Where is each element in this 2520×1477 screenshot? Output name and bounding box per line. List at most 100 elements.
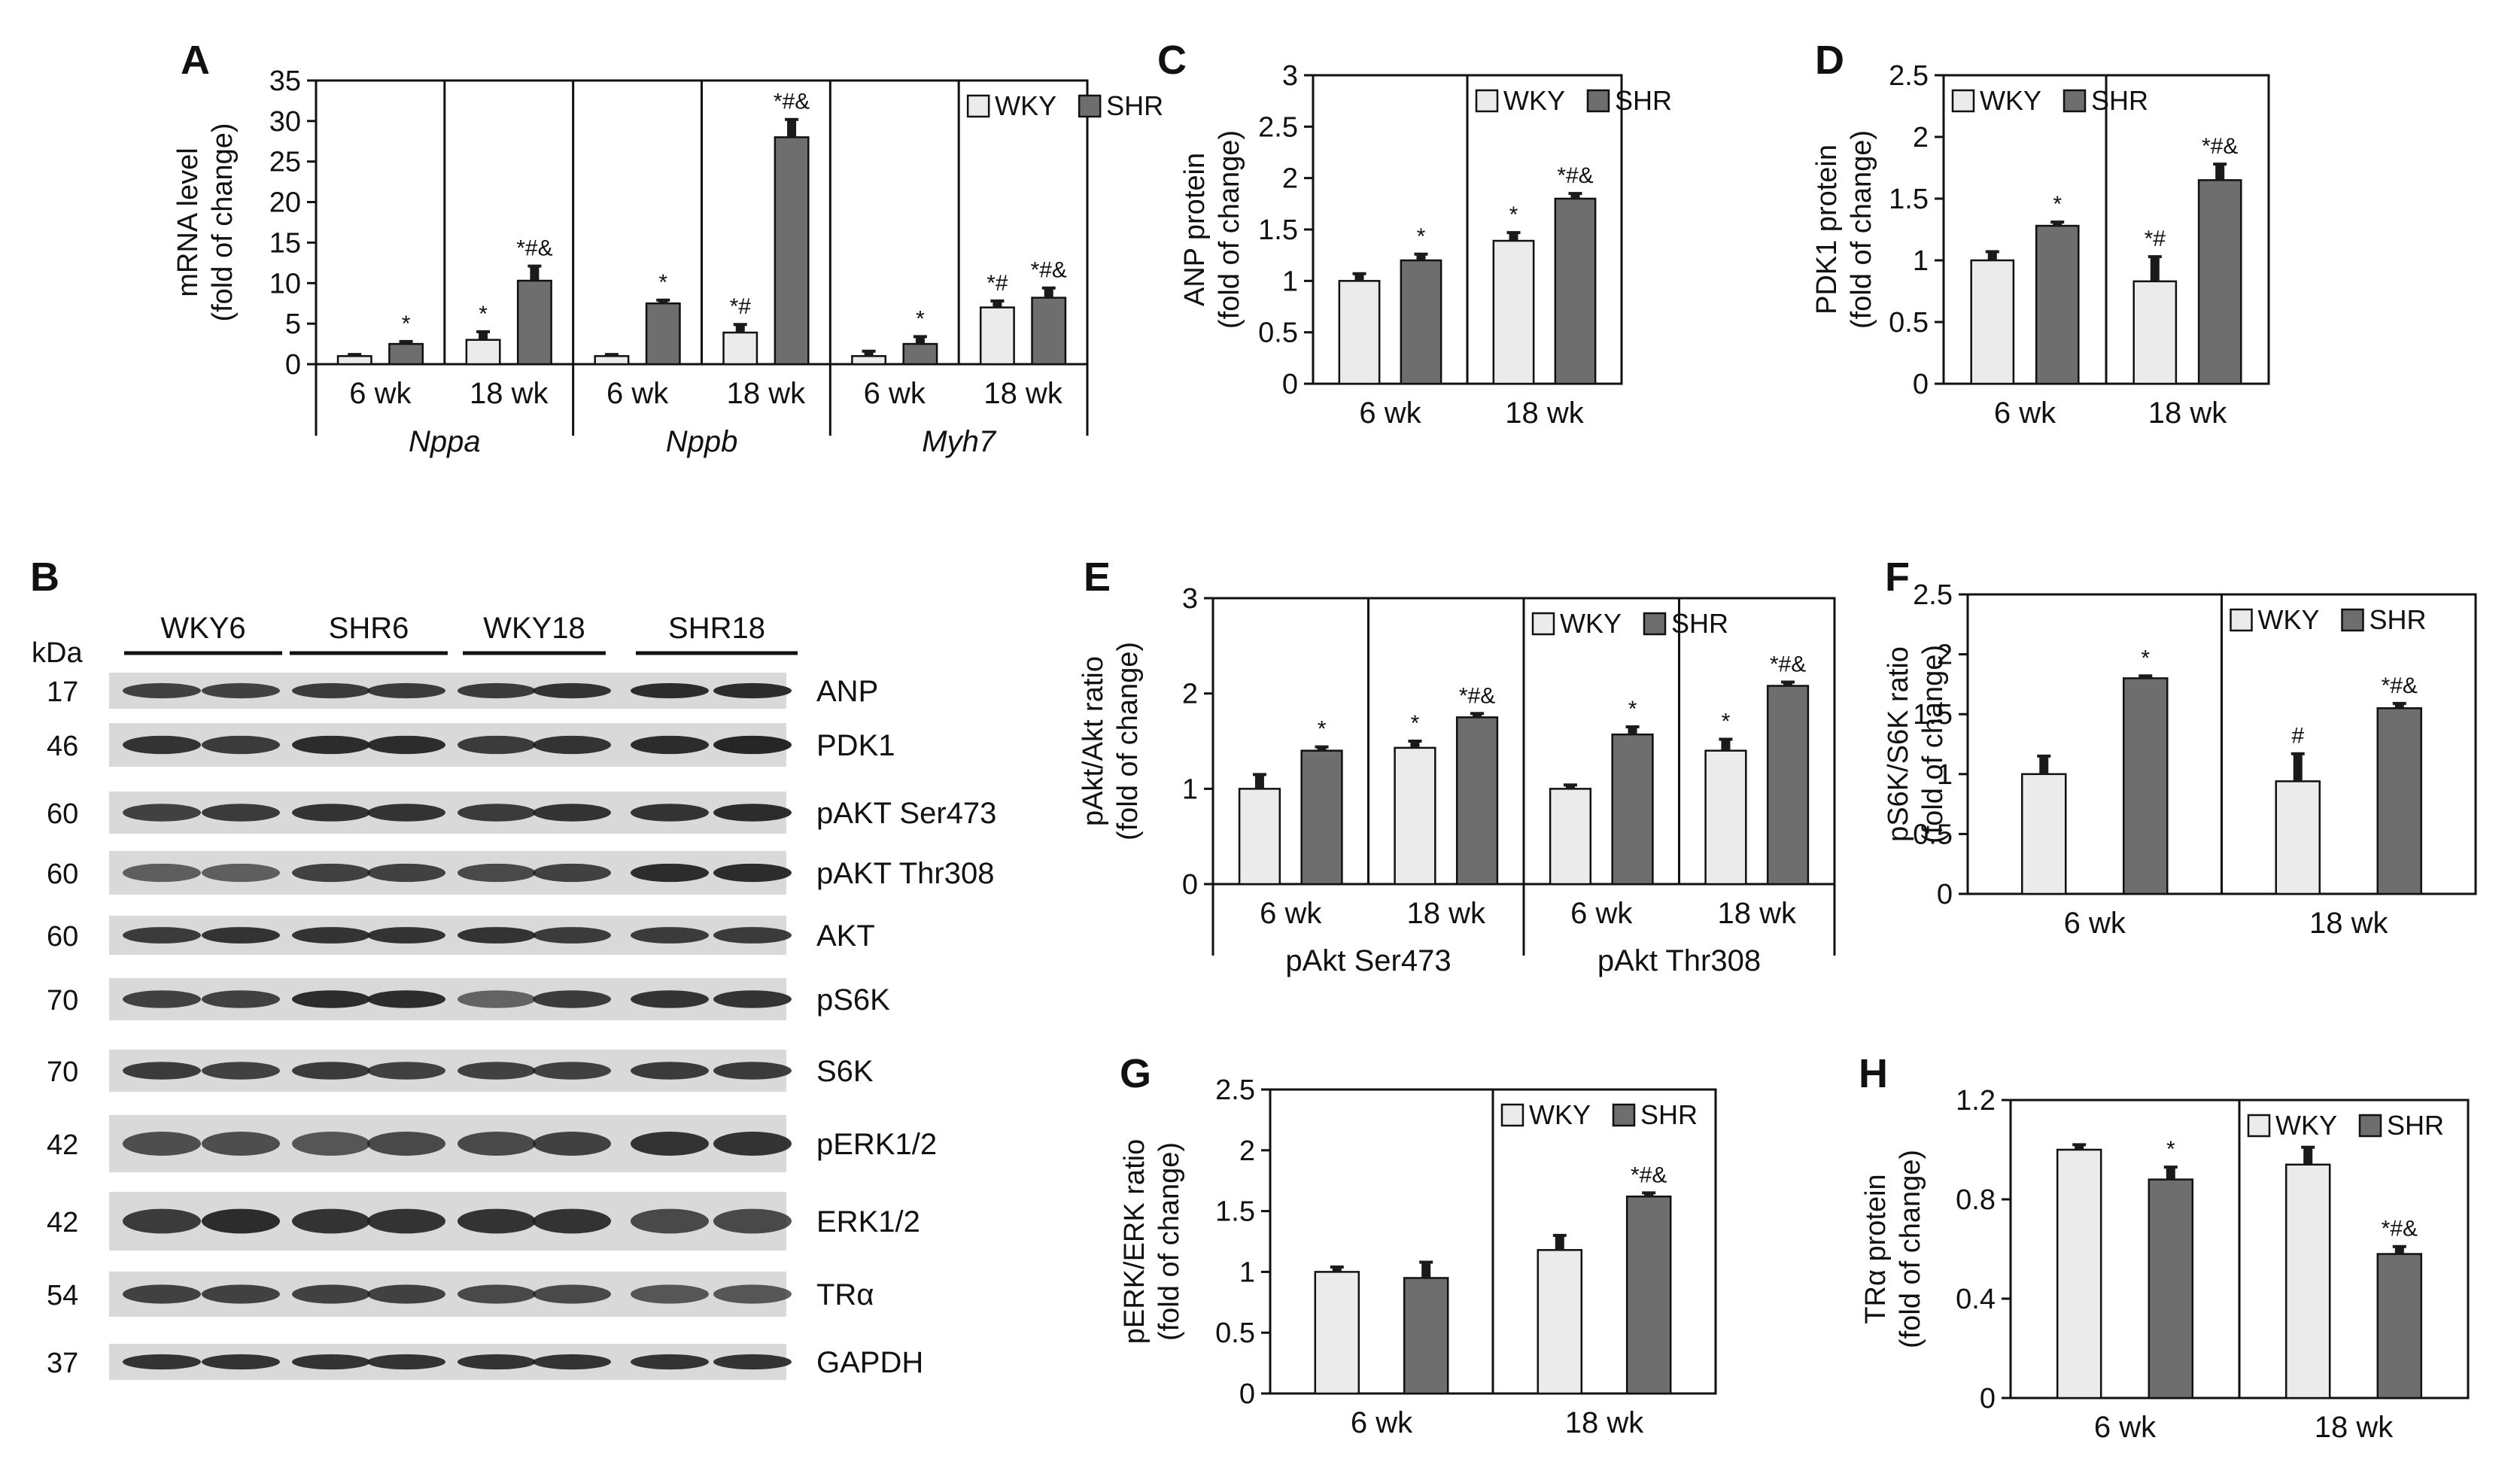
bar-shr xyxy=(902,342,938,366)
x-category-label: 18 wk xyxy=(1565,1406,1644,1439)
gene-label: Nppb xyxy=(666,425,738,458)
blot-band xyxy=(292,1208,370,1234)
y-axis-label: ANP protein xyxy=(1179,153,1211,306)
blot-band xyxy=(533,1132,611,1156)
significance-label: *#& xyxy=(516,236,552,261)
bar-wky xyxy=(722,331,758,366)
bar-shr xyxy=(2197,179,2242,385)
error-bar xyxy=(2303,1147,2313,1165)
blot-band xyxy=(713,735,792,755)
legend-label-wky: WKY xyxy=(995,90,1056,121)
blot-band xyxy=(202,990,280,1008)
legend-swatch-shr xyxy=(1612,1103,1636,1127)
bar-wky xyxy=(1314,1271,1360,1395)
error-bar xyxy=(2075,1144,2084,1150)
bar-wky xyxy=(1970,259,2015,385)
blot-band xyxy=(367,863,445,883)
chart-d: D 0 0.5 1 1.5 2 2.5 PDK1 protein (fold of change… xyxy=(1811,38,2270,430)
blot-band xyxy=(123,1208,201,1234)
error-bar xyxy=(1354,273,1364,281)
bar-shr xyxy=(2376,1253,2423,1400)
y-tick-label: 0 xyxy=(285,349,301,381)
kda-value: 60 xyxy=(47,798,78,830)
y-axis-label: TRα protein xyxy=(1860,1174,1892,1324)
blot-band xyxy=(202,863,280,883)
bar-wky xyxy=(594,354,630,366)
blot-band xyxy=(631,1208,709,1234)
y-tick-label: 2.5 xyxy=(1889,60,1929,92)
error-bar xyxy=(2166,1167,2175,1180)
legend-swatch-wky xyxy=(966,94,990,118)
lane-group-label: SHR6 xyxy=(329,612,409,645)
legend-label-shr: SHR xyxy=(1640,1099,1698,1130)
protein-label: TRα xyxy=(816,1278,874,1311)
error-bar xyxy=(2039,755,2049,774)
blot-row: 60 AKT xyxy=(47,916,875,955)
blot-band xyxy=(367,1284,445,1304)
legend-swatch-wky xyxy=(1500,1103,1524,1127)
y-axis-label: (fold of change) xyxy=(1846,130,1877,329)
blot-band xyxy=(713,990,792,1008)
blot-row: 17 ANP xyxy=(47,673,878,709)
bar-shr xyxy=(2123,677,2169,895)
x-category-label: 6 wk xyxy=(1351,1406,1413,1439)
blot-band xyxy=(713,1062,792,1080)
y-tick-label: 0.5 xyxy=(1215,1317,1255,1349)
y-tick-label: 0.8 xyxy=(1956,1184,1996,1216)
blot-band xyxy=(123,1062,201,1080)
blot-band xyxy=(292,990,370,1008)
lane-group-label: WKY18 xyxy=(483,612,585,645)
x-category-label: 6 wk xyxy=(1994,397,2056,430)
y-tick-label: 0 xyxy=(1182,869,1198,901)
panel-label: C xyxy=(1157,38,1187,83)
error-bar xyxy=(1509,232,1518,242)
blot-band xyxy=(367,1208,445,1234)
significance-label: *#& xyxy=(1031,258,1067,283)
bar-shr xyxy=(774,136,810,366)
y-tick-label: 1.2 xyxy=(1956,1085,1996,1117)
legend-swatch-shr xyxy=(1643,612,1667,636)
legend-swatch-shr xyxy=(1586,89,1610,113)
x-category-label: 18 wk xyxy=(2315,1411,2394,1444)
y-tick-label: 2 xyxy=(1182,679,1198,710)
blot-band xyxy=(631,804,709,822)
y-tick-label: 0 xyxy=(1980,1383,1996,1415)
y-tick-label: 0 xyxy=(1913,369,1929,400)
legend-label-shr: SHR xyxy=(2370,604,2427,635)
error-bar xyxy=(1473,713,1482,718)
y-tick-label: 0.4 xyxy=(1956,1284,1996,1315)
panel-label: D xyxy=(1815,38,1844,83)
chart-c: C 0 0.5 1 1.5 2 2.5 3 ANP protein (fold of change… xyxy=(1157,38,1672,430)
y-tick-label: 3 xyxy=(1282,60,1298,92)
legend-label-wky: WKY xyxy=(2258,604,2320,635)
y-tick-label: 1.5 xyxy=(1258,214,1298,246)
bar-wky xyxy=(1338,280,1381,385)
blot-band xyxy=(457,735,536,755)
bar-shr xyxy=(1300,749,1343,886)
blot-band xyxy=(292,804,370,822)
x-category-label: 18 wk xyxy=(1505,397,1584,430)
blot-band xyxy=(533,927,611,944)
error-bar xyxy=(2150,257,2160,281)
kda-unit-label: kDa xyxy=(32,637,83,669)
y-tick-label: 0.5 xyxy=(1258,318,1298,349)
x-category-label: 18 wk xyxy=(2148,397,2227,430)
bar-wky xyxy=(2021,773,2067,895)
blot-band xyxy=(202,1208,280,1234)
significance-label: *#& xyxy=(2202,134,2238,159)
blot-band xyxy=(292,735,370,755)
significance-label: * xyxy=(1722,709,1731,734)
blot-band xyxy=(533,1208,611,1234)
y-tick-label: 1 xyxy=(1282,266,1298,297)
protein-label: AKT xyxy=(816,919,875,953)
y-tick-label: 15 xyxy=(269,227,301,259)
significance-label: *#& xyxy=(1459,683,1495,708)
legend-swatch-shr xyxy=(1078,94,1102,118)
legend-label-shr: SHR xyxy=(1671,608,1728,639)
significance-label: # xyxy=(2291,724,2304,749)
chart-f: F 0 0.5 1 1.5 2 2.5 pS6K/S6K ratio (fold of chan… xyxy=(1883,555,2477,940)
significance-label: *#& xyxy=(1557,163,1593,188)
kda-value: 42 xyxy=(47,1207,78,1238)
bar-wky xyxy=(851,354,887,366)
bar-shr xyxy=(516,279,552,366)
